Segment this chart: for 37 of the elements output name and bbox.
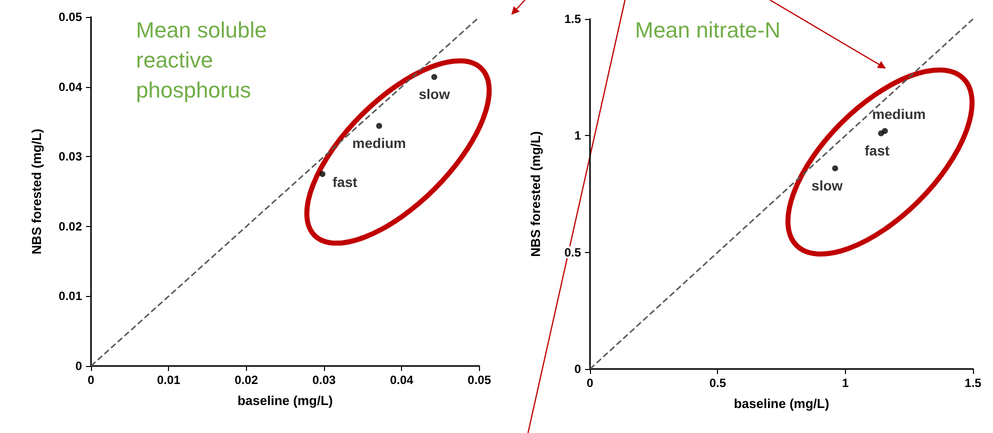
series-label: fast: [332, 174, 358, 190]
y-axis-title: NBS forested (mg/L): [29, 128, 44, 254]
y-tick-label: 1.5: [564, 12, 582, 26]
x-tick-label: 0: [586, 376, 594, 390]
x-tick-label: 0.02: [234, 373, 258, 387]
y-tick-label: 0.02: [58, 219, 82, 234]
x-axis-title: baseline (mg/L): [734, 396, 830, 411]
x-tick-label: 0.05: [468, 373, 492, 387]
chart-title: Mean nitrate-N: [635, 18, 781, 42]
series-label: slow: [418, 86, 450, 102]
series-label: medium: [352, 134, 406, 151]
y-tick-label: 0.05: [58, 10, 82, 24]
y-tick-label: 0.03: [58, 150, 82, 164]
point: [431, 74, 438, 80]
y-tick-label: 0.04: [58, 80, 82, 94]
point: [319, 171, 326, 178]
series-label: medium: [872, 106, 926, 122]
y-tick-label: 0: [75, 359, 82, 373]
point: [882, 128, 888, 134]
x-tick-label: 0: [88, 373, 95, 387]
series-label: slow: [812, 177, 843, 194]
x-tick-label: 1.5: [964, 376, 982, 390]
y-tick-label: 1: [574, 128, 582, 143]
x-tick-label: 0.03: [312, 373, 336, 387]
y-tick-label: 0.5: [564, 245, 582, 260]
y-tick-label: 0.01: [58, 289, 82, 304]
x-tick-label: 0.01: [156, 373, 181, 387]
point: [832, 165, 838, 172]
x-tick-label: 0.04: [390, 373, 414, 387]
x-tick-label: 0.5: [709, 376, 726, 390]
x-axis-title: baseline (mg/L): [237, 393, 333, 408]
y-axis-title: NBS forested (mg/L): [528, 131, 543, 257]
x-tick-label: 1: [842, 376, 849, 390]
y-tick-label: 0: [574, 362, 582, 376]
text: Mean soluble reactive phosphorus: [136, 18, 273, 102]
series-label: fast: [864, 142, 890, 158]
point: [376, 122, 382, 129]
